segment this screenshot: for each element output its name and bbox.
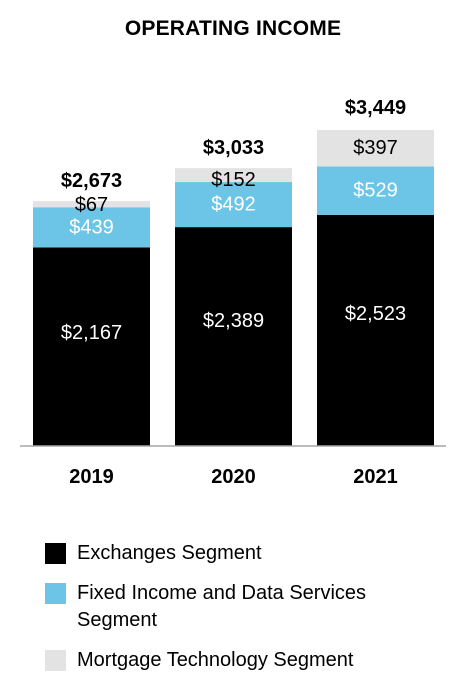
legend-label-mortgage: Mortgage Technology Segment: [77, 649, 354, 671]
bar-exchanges-segment-2019: [33, 247, 150, 446]
legend-item-mortgage: Mortgage Technology Segment: [45, 647, 455, 674]
legend-swatch-exchanges: [45, 543, 66, 564]
legend-swatch-fixed-income: [45, 583, 66, 604]
bar-exchanges-segment-2021: [317, 214, 434, 446]
legend-label-exchanges: Exchanges Segment: [77, 542, 262, 564]
total-label-2019: $2,673: [61, 170, 122, 192]
bar-mortgage-technology-segment-2020: [175, 168, 292, 183]
data-label-exchanges-segment-2020: $2,389: [203, 310, 264, 332]
stacked-bar-chart: $2,167 $439$67$2,673 $2,389 $492 $152 $3,033 $…: [20, 97, 446, 488]
x-tick-label-2020: 2020: [211, 466, 256, 488]
legend-swatch-mortgage: [45, 650, 66, 671]
bar-fixed-income-and-data-services-segment-2021: [317, 166, 434, 215]
legend-item-fixed-income: Fixed Income and Data Services Segment: [45, 580, 455, 634]
data-label-exchanges-segment-2021: $2,523: [345, 303, 406, 325]
legend: Exchanges Segment Fixed Income and Data …: [45, 540, 455, 687]
data-label-mortgage-technology-segment-2021: $397: [353, 137, 398, 159]
bar-area: $2,167 $439$67$2,673 $2,389 $492 $152 $3,033 $…: [33, 97, 434, 446]
x-axis-ticks: 2019 2020 2021: [69, 466, 398, 488]
bar-mortgage-technology-segment-2021: [317, 130, 434, 167]
data-label-fixed-income-and-data-services-segment-2019: $439: [69, 216, 114, 238]
legend-label-fixed-income: Fixed Income and Data Services Segment: [77, 582, 367, 631]
bar-exchanges-segment-2020: [175, 227, 292, 446]
data-label-exchanges-segment-2019: $2,167: [61, 322, 122, 344]
x-tick-label-2019: 2019: [69, 466, 114, 488]
data-label-fixed-income-and-data-services-segment-2021: $529: [353, 180, 398, 202]
bar-fixed-income-and-data-services-segment-2020: [175, 182, 292, 228]
data-label-fixed-income-and-data-services-segment-2020: $492: [211, 194, 256, 216]
total-label-2021: $3,449: [345, 97, 406, 119]
data-label-mortgage-technology-segment-2020: $152: [211, 169, 256, 191]
bar-fixed-income-and-data-services-segment-2019: [33, 207, 150, 248]
data-label-mortgage-technology-segment-2019: $67: [75, 194, 108, 216]
chart-title: OPERATING INCOME: [124, 17, 342, 40]
total-label-2020: $3,033: [203, 137, 264, 159]
legend-item-exchanges: Exchanges Segment: [45, 540, 455, 567]
bar-mortgage-technology-segment-2019: [33, 201, 150, 208]
x-tick-label-2021: 2021: [353, 466, 398, 488]
